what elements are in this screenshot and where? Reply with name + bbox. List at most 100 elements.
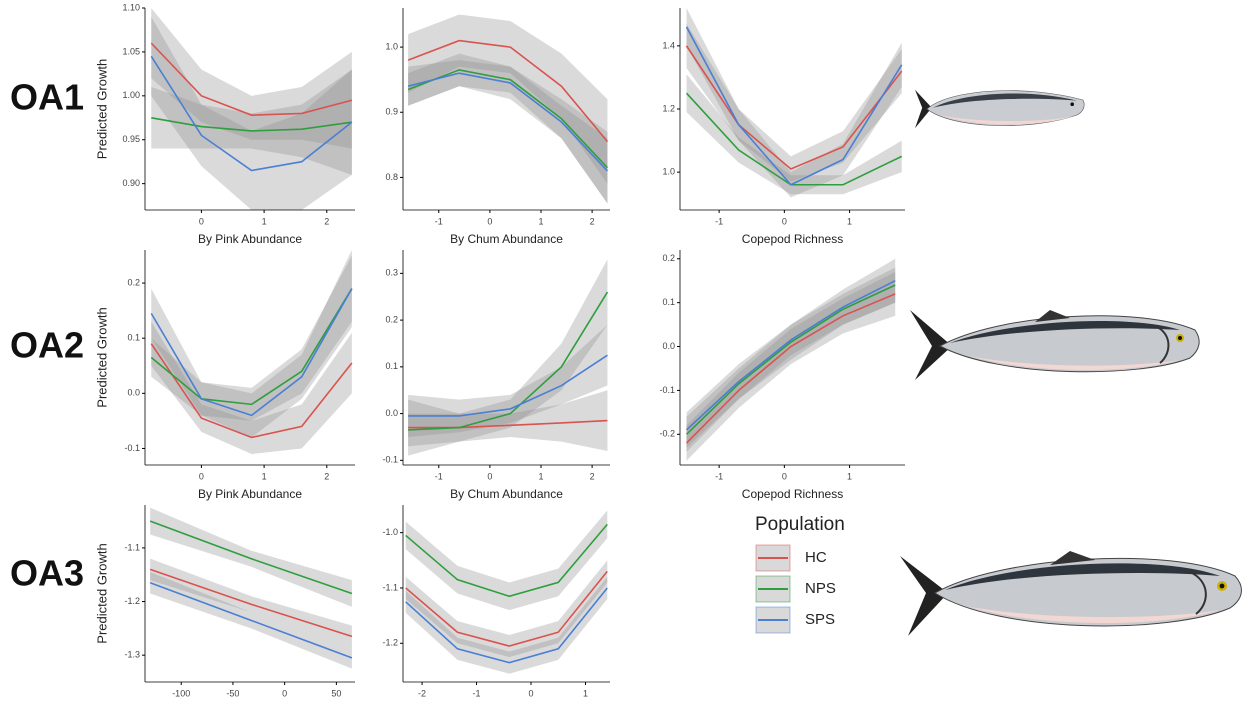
x-tick-label: 1	[538, 471, 543, 481]
x-tick-label: 1	[538, 216, 543, 226]
x-axis-label: By Pink Abundance	[198, 487, 302, 501]
series-line	[150, 288, 353, 406]
x-tick-label: 0	[782, 471, 787, 481]
confidence-band	[405, 510, 608, 611]
series-line	[685, 26, 903, 186]
x-axis-label: By Pink Abundance	[198, 232, 302, 246]
series-line	[407, 69, 609, 169]
y-tick-label: 1.0	[385, 41, 398, 51]
x-tick-label: 2	[324, 471, 329, 481]
series-line	[151, 116, 352, 132]
x-tick-label: 50	[331, 688, 341, 698]
x-tick-label: -1	[435, 471, 443, 481]
x-tick-label: 2	[590, 471, 595, 481]
x-tick-label: 0	[529, 688, 534, 698]
confidence-band	[408, 324, 608, 437]
x-tick-label: -1	[473, 688, 481, 698]
x-tick-label: 0	[199, 216, 204, 226]
series-line	[150, 288, 353, 417]
y-tick-label: 0.95	[122, 134, 140, 144]
x-tick-label: 1	[847, 216, 852, 226]
y-tick-label: 1.0	[662, 167, 675, 177]
x-tick-label: 1	[262, 471, 267, 481]
y-tick-label: 0.1	[385, 361, 398, 371]
y-axis-label: Predicted Growth	[94, 59, 109, 159]
y-tick-label: -1.2	[124, 596, 140, 606]
fish-large	[900, 551, 1242, 636]
series-line	[408, 291, 609, 431]
plot-area	[685, 258, 896, 461]
series-line	[149, 568, 353, 638]
y-tick-label: 0.2	[662, 253, 675, 263]
series-line	[405, 523, 608, 598]
confidence-band	[151, 250, 352, 438]
plot-area	[407, 14, 609, 204]
confidence-band	[408, 390, 608, 456]
x-tick-label: 1	[583, 688, 588, 698]
x-tick-label: 0	[487, 216, 492, 226]
y-tick-label: -0.2	[659, 429, 675, 439]
series-line	[150, 55, 353, 172]
plot-area	[685, 8, 903, 198]
y-tick-label: 0.0	[127, 388, 140, 398]
confidence-band	[686, 258, 896, 448]
y-tick-label: 0.0	[662, 341, 675, 351]
row-label: OA3	[10, 553, 84, 594]
x-tick-label: 0	[487, 471, 492, 481]
y-tick-label: -1.1	[124, 542, 140, 552]
legend-label: HC	[805, 549, 827, 566]
series-line	[685, 45, 903, 170]
series-line	[407, 72, 609, 172]
confidence-band	[686, 74, 902, 195]
x-tick-label: -1	[435, 216, 443, 226]
x-tick-label: 0	[199, 471, 204, 481]
y-tick-label: -0.1	[659, 385, 675, 395]
confidence-band	[686, 271, 896, 461]
x-tick-label: -50	[226, 688, 239, 698]
y-tick-label: 0.3	[385, 268, 398, 278]
plot-area	[149, 507, 353, 669]
x-tick-label: 2	[324, 216, 329, 226]
series-line	[149, 582, 353, 659]
confidence-band	[686, 267, 896, 452]
y-tick-label: -0.1	[124, 443, 140, 453]
series-line	[407, 39, 609, 143]
x-tick-label: 2	[590, 216, 595, 226]
series-line	[685, 293, 896, 444]
confidence-band	[150, 558, 352, 648]
y-tick-label: -1.1	[382, 582, 398, 592]
fish-medium	[910, 310, 1200, 380]
y-tick-label: 0.1	[662, 297, 675, 307]
confidence-band	[686, 8, 902, 198]
series-line	[405, 570, 608, 647]
x-tick-label: 1	[262, 216, 267, 226]
x-tick-label: -2	[418, 688, 426, 698]
y-tick-label: -1.2	[382, 638, 398, 648]
y-tick-label: -0.1	[382, 455, 398, 465]
y-tick-label: 1.2	[662, 103, 675, 113]
series-line	[685, 280, 896, 431]
confidence-band	[151, 255, 352, 421]
series-line	[149, 520, 353, 595]
confidence-band	[408, 14, 608, 184]
x-axis-label: Copepod Richness	[742, 487, 843, 501]
y-tick-label: 1.00	[122, 90, 140, 100]
y-tick-label: 0.2	[127, 277, 140, 287]
series-line	[685, 284, 896, 435]
y-tick-label: 0.90	[122, 178, 140, 188]
y-tick-label: 0.2	[385, 314, 398, 324]
confidence-band	[408, 60, 608, 204]
x-tick-label: 0	[782, 216, 787, 226]
row-label: OA1	[10, 77, 84, 118]
y-axis-label: Predicted Growth	[94, 307, 109, 407]
y-tick-label: -1.0	[382, 527, 398, 537]
x-axis-label: By Chum Abundance	[450, 487, 563, 501]
series-line	[408, 354, 608, 417]
y-tick-label: -1.3	[124, 650, 140, 660]
plot-area	[150, 8, 353, 210]
y-tick-label: 0.9	[385, 107, 398, 117]
legend-label: SPS	[805, 611, 835, 628]
x-axis-label: Copepod Richness	[742, 232, 843, 246]
y-tick-label: 1.10	[122, 2, 140, 12]
confidence-band	[151, 321, 352, 454]
